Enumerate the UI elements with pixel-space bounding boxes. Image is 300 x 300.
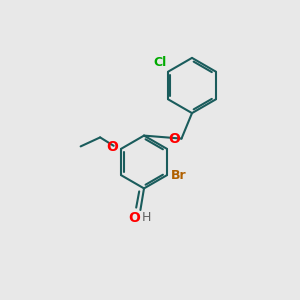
Text: O: O	[128, 212, 140, 226]
Text: Cl: Cl	[153, 56, 167, 69]
Text: Br: Br	[170, 169, 186, 182]
Text: O: O	[168, 132, 180, 145]
Text: O: O	[106, 140, 118, 154]
Text: H: H	[142, 211, 151, 224]
